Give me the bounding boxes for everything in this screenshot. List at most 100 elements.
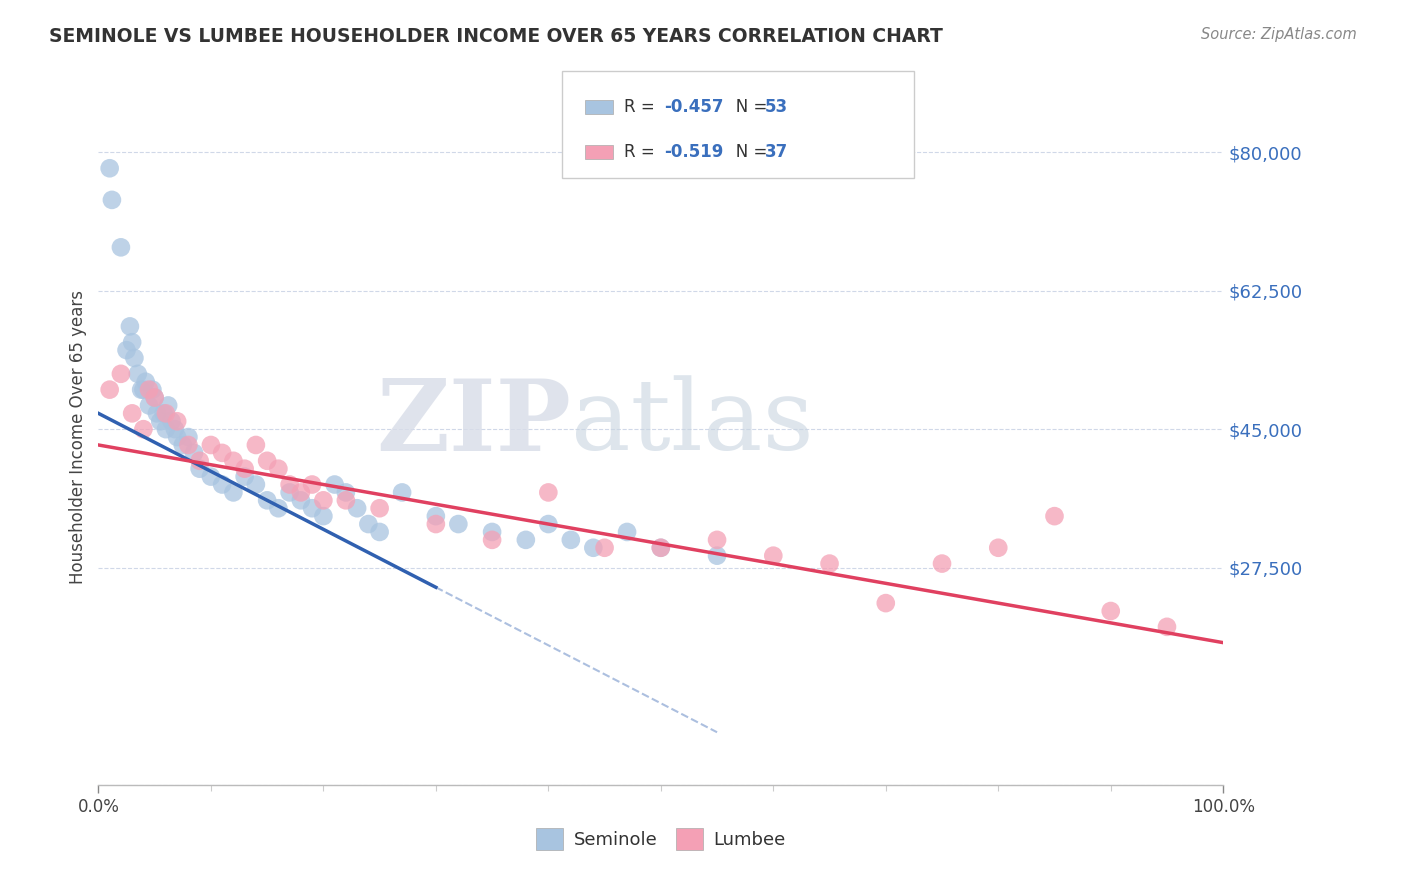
Point (143, 391, 166, 405)
Point (481, 524, 503, 539)
Point (290, 485, 312, 500)
Text: 37: 37 (765, 143, 789, 161)
Point (515, 533, 537, 547)
Point (1099, 604, 1122, 618)
Point (188, 454, 211, 468)
Point (141, 383, 163, 397)
Point (537, 485, 560, 500)
Point (155, 406, 177, 420)
Text: R =: R = (624, 98, 661, 116)
Point (1043, 509, 1066, 524)
Point (368, 524, 391, 539)
Point (132, 422, 155, 436)
Point (129, 383, 152, 397)
Point (146, 406, 169, 420)
Point (560, 533, 582, 547)
Point (222, 454, 245, 468)
Point (650, 541, 672, 555)
Point (110, 367, 132, 381)
Point (152, 406, 174, 420)
Point (537, 516, 560, 531)
Text: Source: ZipAtlas.com: Source: ZipAtlas.com (1201, 27, 1357, 42)
Point (391, 485, 413, 500)
Point (425, 516, 447, 531)
Point (582, 541, 605, 555)
Point (706, 533, 728, 547)
Text: ZIP: ZIP (375, 375, 571, 472)
Text: atlas: atlas (571, 376, 814, 471)
Point (267, 501, 290, 516)
Point (132, 383, 155, 397)
Point (124, 351, 146, 365)
Point (335, 493, 357, 508)
Point (183, 446, 205, 460)
Point (177, 430, 200, 444)
Point (143, 391, 166, 405)
Point (127, 367, 149, 381)
Point (163, 422, 186, 436)
Text: -0.457: -0.457 (664, 98, 723, 116)
Point (233, 461, 256, 475)
Point (290, 493, 312, 508)
Text: N =: N = (720, 143, 772, 161)
Point (368, 501, 391, 516)
Point (256, 454, 278, 468)
Point (762, 549, 785, 563)
Point (211, 446, 233, 460)
Legend: Seminole, Lumbee: Seminole, Lumbee (527, 820, 794, 859)
Point (278, 477, 301, 491)
Y-axis label: Householder Income Over 65 years: Householder Income Over 65 years (69, 290, 87, 584)
Point (650, 541, 672, 555)
Point (121, 406, 143, 420)
Point (172, 438, 194, 452)
Point (211, 477, 233, 491)
Point (245, 477, 267, 491)
Point (233, 469, 256, 483)
Point (166, 414, 188, 428)
Point (188, 461, 211, 475)
Point (135, 375, 157, 389)
Text: R =: R = (624, 143, 661, 161)
Point (138, 399, 160, 413)
Point (267, 461, 290, 475)
Text: N =: N = (720, 98, 772, 116)
Text: -0.519: -0.519 (664, 143, 723, 161)
Point (101, 193, 124, 207)
Point (256, 493, 278, 508)
Point (115, 343, 138, 358)
Point (166, 430, 188, 444)
Point (312, 509, 335, 524)
Point (1156, 620, 1178, 634)
Point (200, 438, 222, 452)
Point (357, 516, 380, 531)
Point (278, 485, 301, 500)
Text: SEMINOLE VS LUMBEE HOUSEHOLDER INCOME OVER 65 YEARS CORRELATION CHART: SEMINOLE VS LUMBEE HOUSEHOLDER INCOME OV… (49, 27, 943, 45)
Point (98, 161, 121, 176)
Point (301, 501, 323, 516)
Point (98, 383, 121, 397)
Point (177, 438, 200, 452)
Point (149, 414, 172, 428)
Point (616, 524, 638, 539)
Point (818, 557, 841, 571)
Text: 53: 53 (765, 98, 787, 116)
Point (335, 485, 357, 500)
Point (301, 477, 323, 491)
Point (121, 335, 143, 350)
Point (706, 549, 728, 563)
Point (157, 399, 180, 413)
Point (481, 533, 503, 547)
Point (155, 422, 177, 436)
Point (138, 383, 160, 397)
Point (323, 477, 346, 491)
Point (346, 501, 368, 516)
Point (987, 541, 1010, 555)
Point (425, 509, 447, 524)
Point (245, 438, 267, 452)
Point (118, 319, 141, 334)
Point (447, 516, 470, 531)
Point (110, 240, 132, 254)
Point (160, 414, 183, 428)
Point (593, 541, 616, 555)
Point (200, 469, 222, 483)
